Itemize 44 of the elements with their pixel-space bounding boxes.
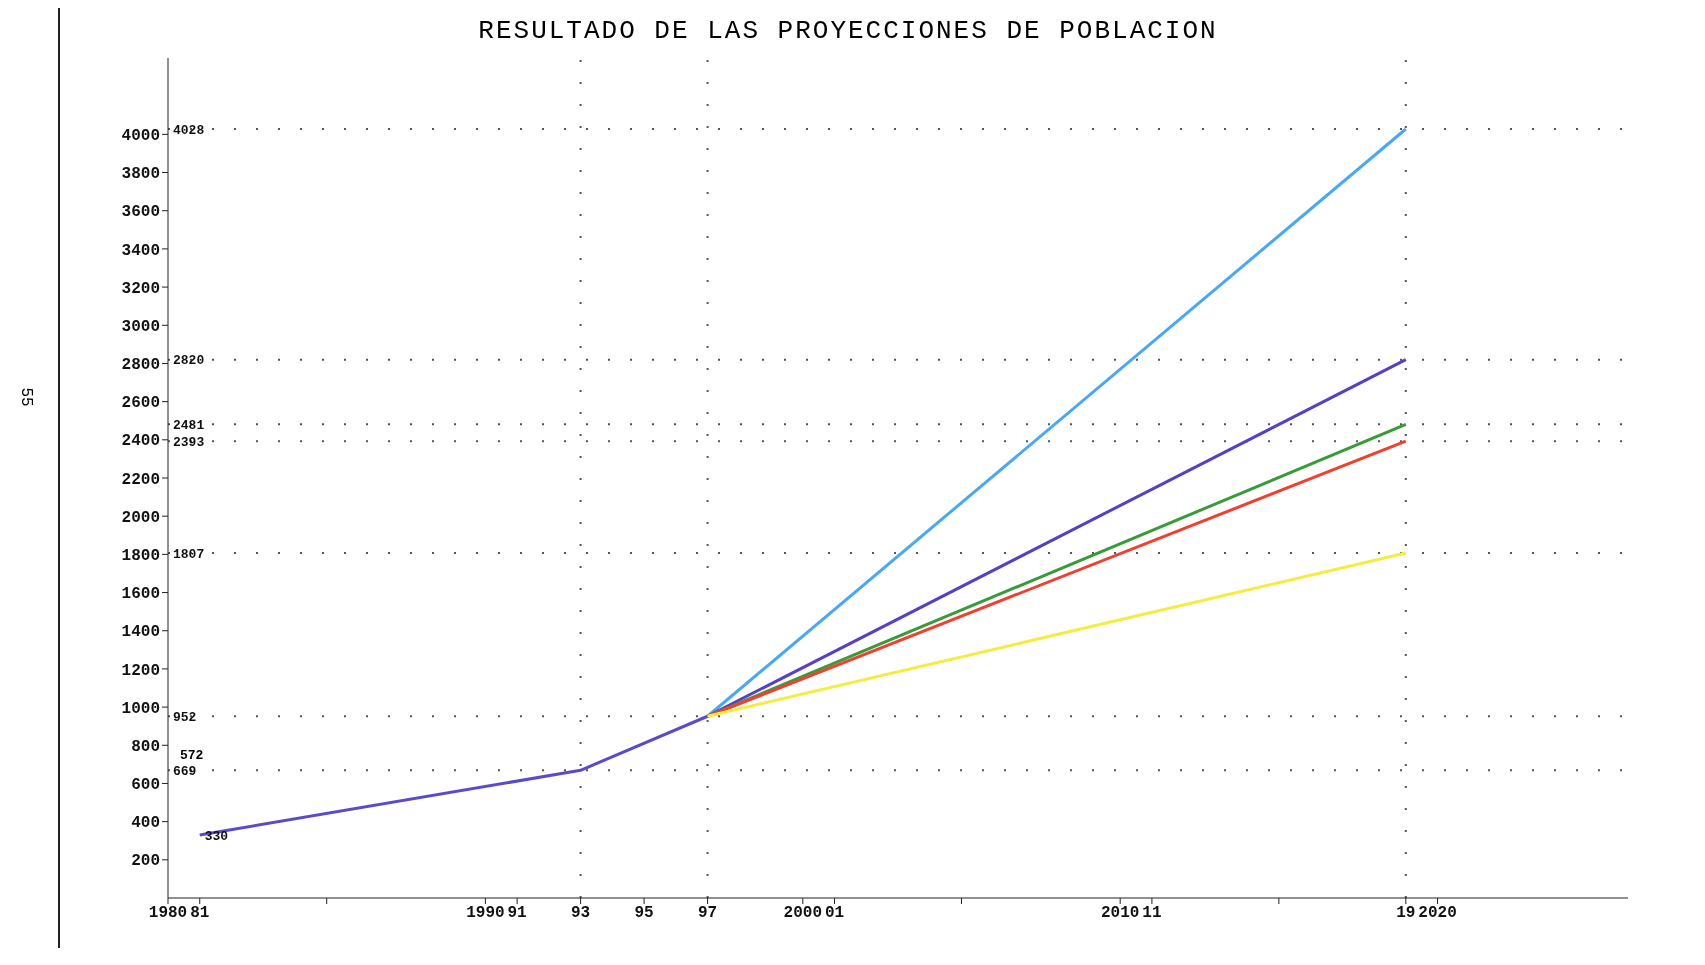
y-tick-label: 3200 [121,279,160,298]
y-tick-label: 1000 [121,699,160,718]
x-tick-label: 01 [824,904,845,923]
x-tick-label: 91 [507,904,527,923]
x-tick-label: 95 [634,904,654,923]
ref-line-label: 1807 [173,546,205,562]
y-tick-label: 3800 [121,165,160,184]
x-tick-label: 93 [571,904,591,923]
ref-line-label: 2393 [173,434,205,450]
y-tick-label: 2600 [121,394,160,413]
ref-line-label: 669 [173,763,197,779]
y-tick-label: 4000 [121,127,160,146]
y-tick-label: 3000 [121,317,160,336]
x-tick-label: 97 [697,904,718,923]
y-tick-label: 400 [131,814,160,833]
ref-line-label: 2481 [173,417,205,433]
chart-title: RESULTADO DE LAS PROYECCIONES DE POBLACION [477,16,1219,46]
x-tick-label: 81 [190,904,210,923]
y-tick-label: 200 [131,852,160,871]
x-tick-label: 11 [1142,904,1162,923]
x-tick-label: 2000 [783,904,822,923]
y-tick-label: 800 [131,737,160,756]
x-tick-label: 1980 [148,904,188,923]
y-tick-label: 2800 [121,356,160,375]
annotation: 572 [180,748,204,763]
y-tick-label: 3400 [121,241,160,260]
x-tick-label: 1990 [466,904,505,923]
y-tick-label: 1600 [121,585,160,604]
y-tick-label: 1400 [121,623,160,642]
ref-line-label: 952 [173,709,197,725]
text: 55 [16,387,35,407]
y-tick-label: 2400 [121,432,160,451]
y-tick-label: 1200 [121,661,160,680]
y-tick-label: 600 [131,776,160,795]
x-tick-label: 19 [1396,904,1416,923]
y-tick-label: 2000 [121,508,160,527]
x-tick-label: 2010 [1100,904,1140,923]
ref-line-label: 2820 [173,353,205,369]
y-tick-label: 3600 [121,203,160,222]
x-tick-label: 2020 [1418,904,1457,923]
ref-line-label: 4028 [173,122,205,138]
y-tick-label: 2200 [121,470,160,489]
y-tick-label: 1800 [121,547,160,566]
annotation: 330 [204,828,229,844]
